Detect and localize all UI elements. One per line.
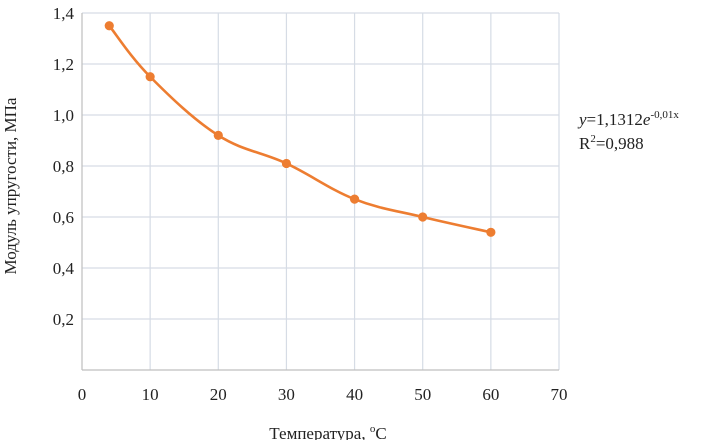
x-axis-title-degree: o — [370, 423, 376, 435]
r-squared-line: R2=0,988 — [579, 132, 679, 156]
r-squared-sup: 2 — [590, 133, 596, 145]
y-tick-label: 0,8 — [53, 157, 74, 176]
data-point — [486, 227, 496, 237]
y-tick-label: 0,4 — [53, 259, 75, 278]
data-point — [213, 130, 223, 140]
data-point — [418, 212, 428, 222]
x-tick-labels: 0 10 20 30 40 50 60 70 — [78, 385, 568, 404]
x-axis-title-unit: C — [375, 424, 386, 440]
y-tick-labels: 0,2 0,4 0,6 0,8 1,0 1,2 1,4 — [53, 4, 75, 329]
y-tick-label: 0,2 — [53, 310, 74, 329]
y-tick-label: 1,0 — [53, 106, 74, 125]
x-tick-label: 0 — [78, 385, 87, 404]
data-point — [349, 194, 360, 204]
trendline-equation: y=1,1312e-0,01x R2=0,988 — [579, 108, 679, 156]
x-axis-title: Температура, oC — [269, 423, 386, 440]
data-point — [281, 158, 292, 169]
y-tick-label: 1,4 — [53, 4, 75, 23]
y-axis-title: Модуль упругости, МПа — [1, 97, 20, 274]
y-tick-label: 1,2 — [53, 55, 74, 74]
equation-line: y=1,1312e-0,01x — [579, 108, 679, 132]
equation-e-var: e — [642, 110, 651, 129]
x-tick-label: 40 — [346, 385, 363, 404]
x-tick-label: 60 — [482, 385, 499, 404]
equation-y-var: y — [579, 110, 587, 129]
r-squared-base: R — [579, 134, 591, 153]
x-tick-label: 20 — [210, 385, 227, 404]
equation-exponent: -0,01x — [650, 109, 679, 121]
x-tick-label: 10 — [142, 385, 159, 404]
y-tick-label: 0,6 — [53, 208, 74, 227]
data-points — [104, 21, 496, 237]
data-point — [104, 21, 114, 31]
r-squared-value: =0,988 — [595, 134, 644, 153]
x-tick-label: 70 — [551, 385, 568, 404]
data-point — [145, 72, 155, 82]
x-tick-label: 50 — [414, 385, 431, 404]
equation-coefficient: =1,1312 — [586, 110, 643, 129]
axes — [81, 13, 559, 371]
x-tick-label: 30 — [278, 385, 295, 404]
series-line — [108, 24, 492, 234]
grid-lines — [82, 12, 560, 370]
